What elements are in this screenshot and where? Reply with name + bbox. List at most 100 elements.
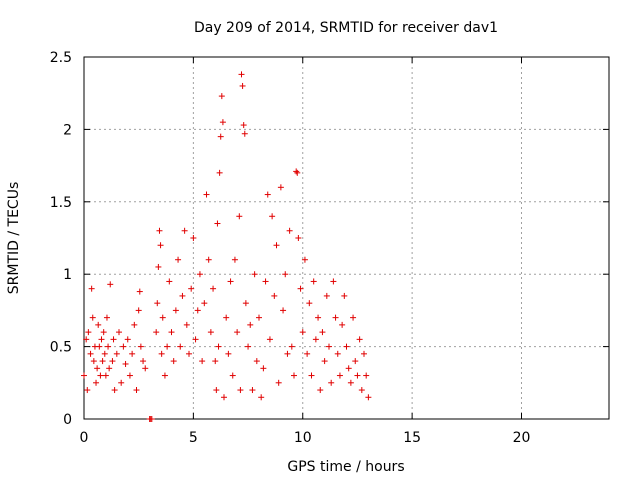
data-point — [175, 256, 182, 263]
data-point — [199, 358, 206, 365]
data-point — [330, 278, 337, 285]
x-tick-label: 0 — [80, 430, 89, 446]
data-point — [258, 394, 265, 401]
data-point — [93, 379, 100, 386]
data-point — [99, 358, 106, 365]
data-point — [161, 372, 168, 379]
data-point — [240, 122, 247, 129]
data-point — [321, 358, 328, 365]
data-point — [271, 292, 278, 299]
data-point — [212, 358, 219, 365]
data-point — [94, 365, 101, 372]
data-point — [205, 256, 212, 263]
data-point — [343, 343, 350, 350]
data-point — [116, 329, 122, 336]
x-tick-label: 15 — [403, 430, 421, 446]
data-point — [328, 379, 335, 386]
data-point — [242, 300, 249, 307]
data-point — [217, 133, 224, 140]
data-point — [170, 358, 177, 365]
data-point — [336, 372, 343, 379]
data-point — [181, 227, 188, 234]
data-point — [253, 358, 260, 365]
data-point — [107, 281, 114, 288]
data-point — [126, 372, 133, 379]
data-point — [135, 307, 142, 314]
data-point — [352, 358, 359, 365]
data-point — [122, 360, 129, 367]
data-point — [142, 365, 149, 372]
data-point — [215, 343, 222, 350]
data-point — [110, 336, 117, 343]
data-point — [315, 314, 322, 321]
data-points — [81, 71, 372, 422]
data-point — [201, 300, 208, 307]
data-point — [273, 242, 280, 249]
data-point — [282, 271, 289, 278]
data-point — [363, 372, 370, 379]
y-tick-labels: 0 0.5 1 1.5 2 2.5 — [50, 50, 72, 428]
data-point — [269, 213, 276, 220]
data-point — [275, 379, 282, 386]
x-tick-label: 10 — [294, 430, 312, 446]
data-point — [216, 169, 223, 176]
data-point — [192, 336, 199, 343]
data-point — [83, 336, 90, 343]
data-point — [89, 314, 96, 321]
data-point — [218, 93, 225, 100]
data-point — [223, 314, 230, 321]
data-point — [256, 314, 262, 321]
data-point — [231, 256, 238, 263]
data-point — [288, 343, 295, 350]
y-axis-label: SRMTID / TECUs — [6, 182, 22, 295]
data-point — [213, 387, 220, 394]
data-point — [157, 242, 164, 249]
data-point — [129, 350, 136, 357]
data-point — [103, 314, 110, 321]
data-point — [334, 350, 341, 357]
data-point — [308, 372, 315, 379]
data-point — [245, 343, 252, 350]
data-point — [190, 235, 197, 241]
axis-ticks — [83, 56, 609, 420]
data-point — [136, 288, 143, 295]
data-point — [341, 292, 348, 299]
data-point — [188, 285, 195, 292]
y-tick-label: 0.5 — [50, 340, 72, 356]
data-point — [354, 372, 361, 379]
y-tick-label: 1 — [63, 267, 72, 283]
data-point — [319, 329, 326, 336]
data-point — [295, 235, 302, 241]
data-point — [306, 300, 313, 307]
data-point — [102, 372, 109, 379]
data-point — [293, 168, 300, 175]
data-point — [361, 350, 367, 357]
x-tick-label: 5 — [189, 430, 198, 446]
data-point — [266, 336, 273, 343]
data-point — [166, 278, 173, 285]
data-point — [196, 271, 203, 278]
plot-frame — [83, 56, 610, 420]
data-point — [95, 321, 102, 328]
data-point — [238, 71, 245, 78]
data-point — [172, 307, 179, 314]
data-point — [148, 416, 155, 422]
data-point — [260, 365, 267, 372]
data-point — [88, 285, 95, 292]
data-point — [105, 343, 112, 350]
data-point — [234, 329, 241, 336]
data-point — [280, 307, 287, 314]
data-point — [183, 321, 190, 328]
data-point — [264, 191, 271, 198]
y-tick-label: 2 — [63, 122, 72, 138]
data-point — [96, 343, 103, 350]
data-point — [239, 82, 246, 89]
data-point — [154, 300, 161, 307]
data-point — [156, 227, 163, 234]
data-point — [137, 343, 144, 350]
data-point — [297, 285, 304, 292]
data-point — [347, 379, 354, 386]
data-point — [332, 314, 339, 321]
data-point — [225, 350, 232, 357]
